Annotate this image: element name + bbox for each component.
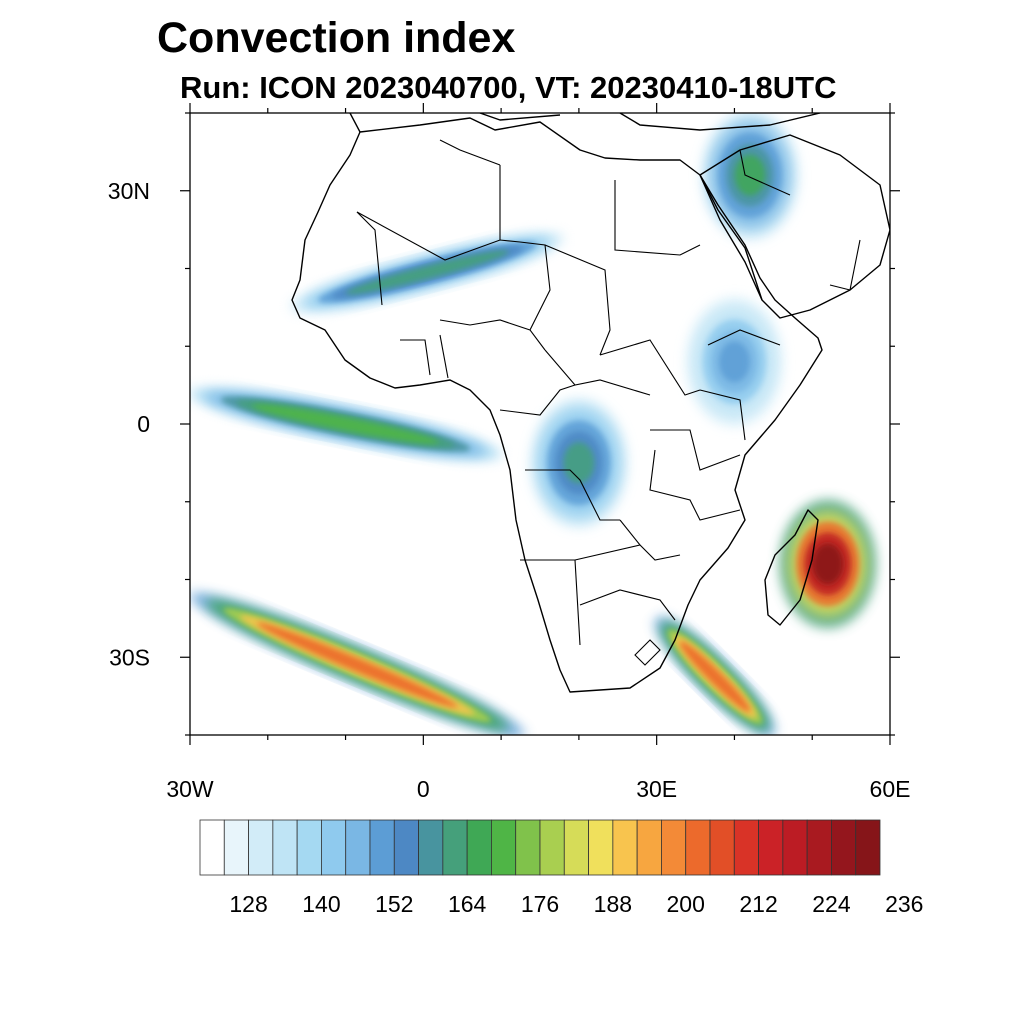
coastlines (291, 113, 890, 693)
colorbar-box (223, 819, 249, 876)
colorbar-box (806, 819, 832, 876)
colorbar-label: 164 (448, 891, 487, 917)
colorbar-label: 224 (812, 891, 851, 917)
colorbar-box (685, 819, 711, 876)
colorbar-box (369, 819, 395, 876)
field-blob-layer (563, 442, 595, 484)
country-borders (356, 139, 861, 666)
field-2 (530, 398, 627, 527)
colorbar-box (248, 819, 274, 876)
map-title: Convection index (157, 14, 516, 62)
field-band-layer (256, 622, 458, 708)
y-tick-label: 30N (108, 178, 150, 204)
colorbar-label: 236 (885, 891, 923, 917)
africa-coastline (291, 117, 823, 693)
colorbar-box (782, 819, 808, 876)
convection-field (190, 113, 876, 735)
colorbar-box (418, 819, 444, 876)
field-blob-layer (734, 154, 766, 196)
colorbar-label: 200 (667, 891, 705, 917)
x-tick-label: 0 (417, 776, 430, 802)
colorbar-box (345, 819, 371, 876)
colorbar-label: 176 (521, 891, 559, 917)
colorbar-label: 152 (375, 891, 413, 917)
arabia (699, 134, 890, 319)
x-tick-label: 30W (166, 776, 214, 802)
colorbar-box (588, 819, 614, 876)
field-6 (702, 113, 798, 240)
colorbar-label: 212 (739, 891, 777, 917)
colorbar-box (758, 819, 784, 876)
colorbar-box (466, 819, 492, 876)
colorbar-label: 128 (229, 891, 267, 917)
colorbar-box (272, 819, 298, 876)
colorbar-box (733, 819, 759, 876)
x-tick-label: 30E (636, 776, 677, 802)
colorbar-box (442, 819, 468, 876)
map-subtitle: Run: ICON 2023040700, VT: 20230410-18UTC (180, 70, 837, 105)
colorbar: 128 140 152 164 176 188 200 212 224 236 (199, 819, 923, 917)
axes: 30W 0 30E 60E 30N 0 30S (108, 103, 911, 802)
colorbar-box (661, 819, 687, 876)
colorbar-box (612, 819, 638, 876)
field-blob-layer (812, 543, 844, 585)
field-blob-layer (719, 341, 750, 383)
y-tick-label: 0 (137, 411, 150, 437)
colorbar-box (563, 819, 589, 876)
colorbar-box (855, 819, 881, 876)
colorbar-box (199, 819, 225, 876)
field-4 (779, 499, 876, 628)
colorbar-label: 140 (302, 891, 340, 917)
field-1 (190, 388, 502, 460)
colorbar-label: 188 (594, 891, 632, 917)
field-band-layer (252, 404, 439, 444)
y-tick-label: 30S (109, 644, 150, 670)
field-band-layer (345, 250, 509, 295)
colorbar-box (831, 819, 857, 876)
x-tick-label: 60E (870, 776, 911, 802)
madagascar (764, 509, 819, 626)
colorbar-box (393, 819, 419, 876)
field-7 (686, 297, 783, 426)
field-0 (190, 593, 525, 735)
mediterranean-north (349, 113, 821, 133)
colorbar-box (321, 819, 347, 876)
field-5 (655, 617, 775, 735)
colorbar-box (296, 819, 322, 876)
colorbar-box (539, 819, 565, 876)
colorbar-box (636, 819, 662, 876)
colorbar-box (491, 819, 517, 876)
field-3 (291, 233, 564, 312)
field-band-layer (679, 641, 751, 712)
red-sea (699, 174, 763, 301)
colorbar-box (515, 819, 541, 876)
colorbar-box (709, 819, 735, 876)
